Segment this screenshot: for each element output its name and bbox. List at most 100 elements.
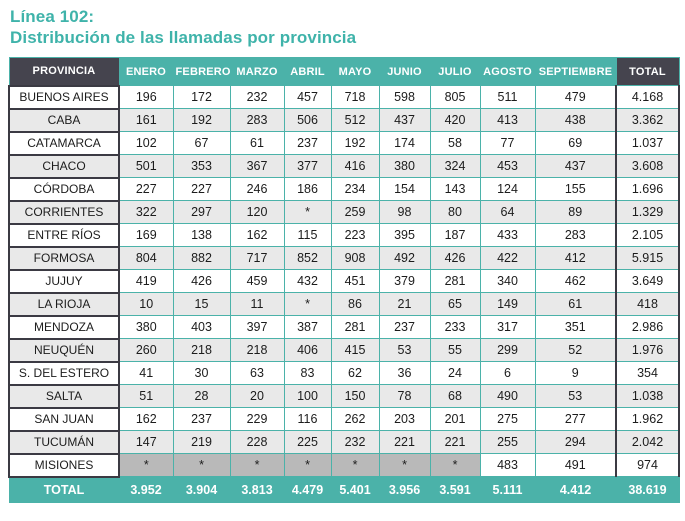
province-cell: CHACO (8, 153, 120, 179)
provinces-calls-table: PROVINCIA ENERO FEBRERO MARZO ABRIL MAYO JUNIO… (8, 57, 680, 503)
value-cell: 53 (534, 384, 617, 408)
row-total-cell: 418 (615, 292, 680, 316)
value-cell: 228 (229, 430, 285, 454)
value-cell: 852 (283, 246, 332, 270)
value-cell: 412 (534, 246, 617, 270)
value-cell: 322 (118, 200, 174, 224)
value-cell: 453 (479, 154, 536, 178)
value-cell: 63 (229, 361, 285, 385)
value-cell: 10 (118, 292, 174, 316)
page-title-line2: Distribución de las llamadas por provinc… (10, 28, 357, 47)
value-cell: 20 (229, 384, 285, 408)
value-cell: 233 (429, 315, 481, 339)
value-cell: 426 (172, 269, 231, 293)
province-cell: MENDOZA (8, 314, 120, 340)
row-total-cell: 974 (615, 453, 680, 477)
table-row: CHACO 501 353 367 377 416 380 324 453 437 3.608 (8, 153, 680, 179)
value-cell: 52 (534, 338, 617, 362)
value-cell: 21 (378, 292, 431, 316)
value-cell: 24 (429, 361, 481, 385)
value-cell: 457 (283, 85, 332, 109)
table-row: MISIONES * * * * * * * 483 491 974 (8, 452, 680, 478)
value-cell: 717 (229, 246, 285, 270)
value-cell: 262 (330, 407, 380, 431)
row-total-cell: 1.329 (615, 200, 680, 224)
row-total-cell: 3.608 (615, 154, 680, 178)
value-cell: 89 (534, 200, 617, 224)
column-total-cell: 3.813 (229, 476, 285, 503)
masked-value-cell: * (172, 453, 231, 477)
value-cell: 380 (378, 154, 431, 178)
value-cell: 196 (118, 85, 174, 109)
value-cell: 395 (378, 223, 431, 247)
column-total-cell: 5.401 (330, 476, 380, 503)
row-total-cell: 4.168 (615, 85, 680, 109)
row-total-cell: 1.037 (615, 131, 680, 155)
column-header-abril: ABRIL (283, 57, 332, 86)
value-cell: 718 (330, 85, 380, 109)
value-cell: 149 (479, 292, 536, 316)
value-cell: 351 (534, 315, 617, 339)
value-cell: 415 (330, 338, 380, 362)
value-cell: 403 (172, 315, 231, 339)
table-row: CÓRDOBA 227 227 246 186 234 154 143 124 155 1.696 (8, 176, 680, 202)
masked-value-cell: * (283, 200, 332, 224)
province-cell: CORRIENTES (8, 199, 120, 225)
value-cell: 77 (479, 131, 536, 155)
value-cell: 367 (229, 154, 285, 178)
value-cell: 162 (229, 223, 285, 247)
value-cell: 68 (429, 384, 481, 408)
province-cell: SAN JUAN (8, 406, 120, 432)
value-cell: 100 (283, 384, 332, 408)
value-cell: 30 (172, 361, 231, 385)
province-cell: NEUQUÉN (8, 337, 120, 363)
province-cell: CATAMARCA (8, 130, 120, 156)
value-cell: 225 (283, 430, 332, 454)
masked-value-cell: * (330, 453, 380, 477)
province-cell: BUENOS AIRES (8, 84, 120, 110)
value-cell: 234 (330, 177, 380, 201)
value-cell: 78 (378, 384, 431, 408)
province-cell: MISIONES (8, 452, 120, 478)
value-cell: 53 (378, 338, 431, 362)
value-cell: 317 (479, 315, 536, 339)
grand-total-cell: 38.619 (615, 476, 680, 503)
table-row: SALTA 51 28 20 100 150 78 68 490 53 1.038 (8, 383, 680, 409)
value-cell: 83 (283, 361, 332, 385)
value-cell: 116 (283, 407, 332, 431)
value-cell: 28 (172, 384, 231, 408)
value-cell: 420 (429, 108, 481, 132)
value-cell: 380 (118, 315, 174, 339)
total-row-label: TOTAL (8, 476, 120, 503)
value-cell: 422 (479, 246, 536, 270)
value-cell: 218 (229, 338, 285, 362)
value-cell: 416 (330, 154, 380, 178)
value-cell: 237 (172, 407, 231, 431)
value-cell: 58 (429, 131, 481, 155)
value-cell: 340 (479, 269, 536, 293)
column-total-cell: 3.956 (378, 476, 431, 503)
province-cell: ENTRE RÍOS (8, 222, 120, 248)
value-cell: 804 (118, 246, 174, 270)
value-cell: 219 (172, 430, 231, 454)
value-cell: 805 (429, 85, 481, 109)
row-total-cell: 1.976 (615, 338, 680, 362)
value-cell: 491 (534, 453, 617, 477)
value-cell: 501 (118, 154, 174, 178)
province-cell: S. DEL ESTERO (8, 360, 120, 386)
value-cell: 506 (283, 108, 332, 132)
row-total-cell: 2.042 (615, 430, 680, 454)
value-cell: 432 (283, 269, 332, 293)
column-header-enero: ENERO (118, 57, 174, 86)
value-cell: 882 (172, 246, 231, 270)
column-total-cell: 4.412 (534, 476, 617, 503)
column-total-cell: 3.952 (118, 476, 174, 503)
value-cell: 908 (330, 246, 380, 270)
value-cell: 162 (118, 407, 174, 431)
value-cell: 201 (429, 407, 481, 431)
value-cell: 237 (378, 315, 431, 339)
value-cell: 64 (479, 200, 536, 224)
value-cell: 227 (118, 177, 174, 201)
table-row: CORRIENTES 322 297 120 * 259 98 80 64 89 1.329 (8, 199, 680, 225)
masked-value-cell: * (283, 453, 332, 477)
